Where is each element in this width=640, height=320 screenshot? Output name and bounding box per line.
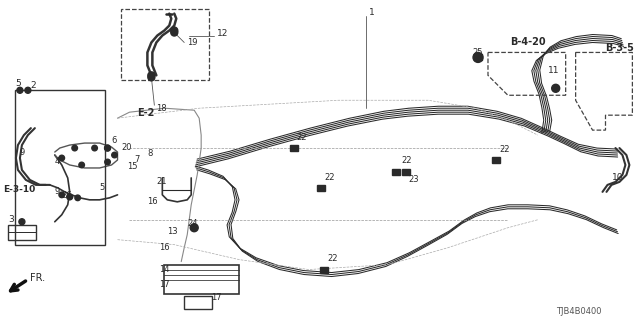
Bar <box>403 169 410 175</box>
Text: 2: 2 <box>30 81 35 90</box>
Text: 22: 22 <box>324 173 335 182</box>
Circle shape <box>67 194 73 200</box>
Text: 9: 9 <box>55 188 60 196</box>
Circle shape <box>75 195 81 201</box>
Circle shape <box>552 84 560 92</box>
Text: FR.: FR. <box>30 273 45 283</box>
Text: 22: 22 <box>297 132 307 141</box>
Bar <box>184 296 212 309</box>
Text: 25: 25 <box>472 48 483 57</box>
Text: TJB4B0400: TJB4B0400 <box>556 307 601 316</box>
Bar <box>164 265 239 294</box>
Circle shape <box>105 145 110 151</box>
Circle shape <box>104 145 111 151</box>
Text: 4: 4 <box>55 157 60 166</box>
Text: 17: 17 <box>211 293 221 302</box>
Bar <box>392 169 401 175</box>
Circle shape <box>72 145 77 151</box>
Circle shape <box>105 159 110 165</box>
Circle shape <box>59 155 65 161</box>
Text: 11: 11 <box>548 66 559 75</box>
Text: B-4-20: B-4-20 <box>510 37 545 47</box>
Text: 16: 16 <box>147 197 158 206</box>
Bar <box>319 267 328 273</box>
Circle shape <box>148 74 155 81</box>
Circle shape <box>59 192 65 198</box>
Text: 22: 22 <box>328 254 338 263</box>
Bar <box>317 185 324 191</box>
Text: 14: 14 <box>159 265 170 274</box>
Bar <box>122 9 209 80</box>
Text: 22: 22 <box>401 156 412 165</box>
Text: 26: 26 <box>61 191 72 200</box>
Text: 9: 9 <box>20 148 25 156</box>
Text: 21: 21 <box>156 177 167 187</box>
Text: 1: 1 <box>369 8 374 17</box>
Bar <box>474 54 482 60</box>
Text: 7: 7 <box>134 156 140 164</box>
Bar <box>492 157 500 163</box>
Text: 17: 17 <box>159 280 170 289</box>
Bar <box>8 225 36 240</box>
Text: E-3-10: E-3-10 <box>3 185 35 194</box>
Circle shape <box>473 52 483 62</box>
Text: 22: 22 <box>499 145 509 154</box>
Text: 8: 8 <box>147 148 153 157</box>
Text: 5: 5 <box>15 79 20 88</box>
Circle shape <box>171 29 178 36</box>
Text: 16: 16 <box>159 243 170 252</box>
Text: 18: 18 <box>156 104 167 113</box>
Bar <box>290 145 298 151</box>
Text: B-3-5: B-3-5 <box>605 44 634 53</box>
Circle shape <box>171 27 178 34</box>
Text: 23: 23 <box>408 175 419 184</box>
Text: 13: 13 <box>167 227 178 236</box>
Text: 20: 20 <box>122 142 132 152</box>
Text: 15: 15 <box>127 163 138 172</box>
Circle shape <box>79 162 84 168</box>
Text: 5: 5 <box>100 183 105 192</box>
Text: 3: 3 <box>8 215 13 224</box>
Circle shape <box>148 72 155 79</box>
Circle shape <box>112 152 117 158</box>
Text: 10: 10 <box>611 173 623 182</box>
Circle shape <box>25 87 31 93</box>
Text: 12: 12 <box>217 29 228 38</box>
Bar <box>15 90 104 245</box>
Text: E-2: E-2 <box>138 108 155 118</box>
Circle shape <box>17 87 23 93</box>
Text: 19: 19 <box>188 38 198 47</box>
Text: 6: 6 <box>111 136 117 145</box>
Circle shape <box>92 145 97 151</box>
Text: 24: 24 <box>188 219 198 228</box>
Circle shape <box>19 219 25 225</box>
Circle shape <box>190 224 198 232</box>
